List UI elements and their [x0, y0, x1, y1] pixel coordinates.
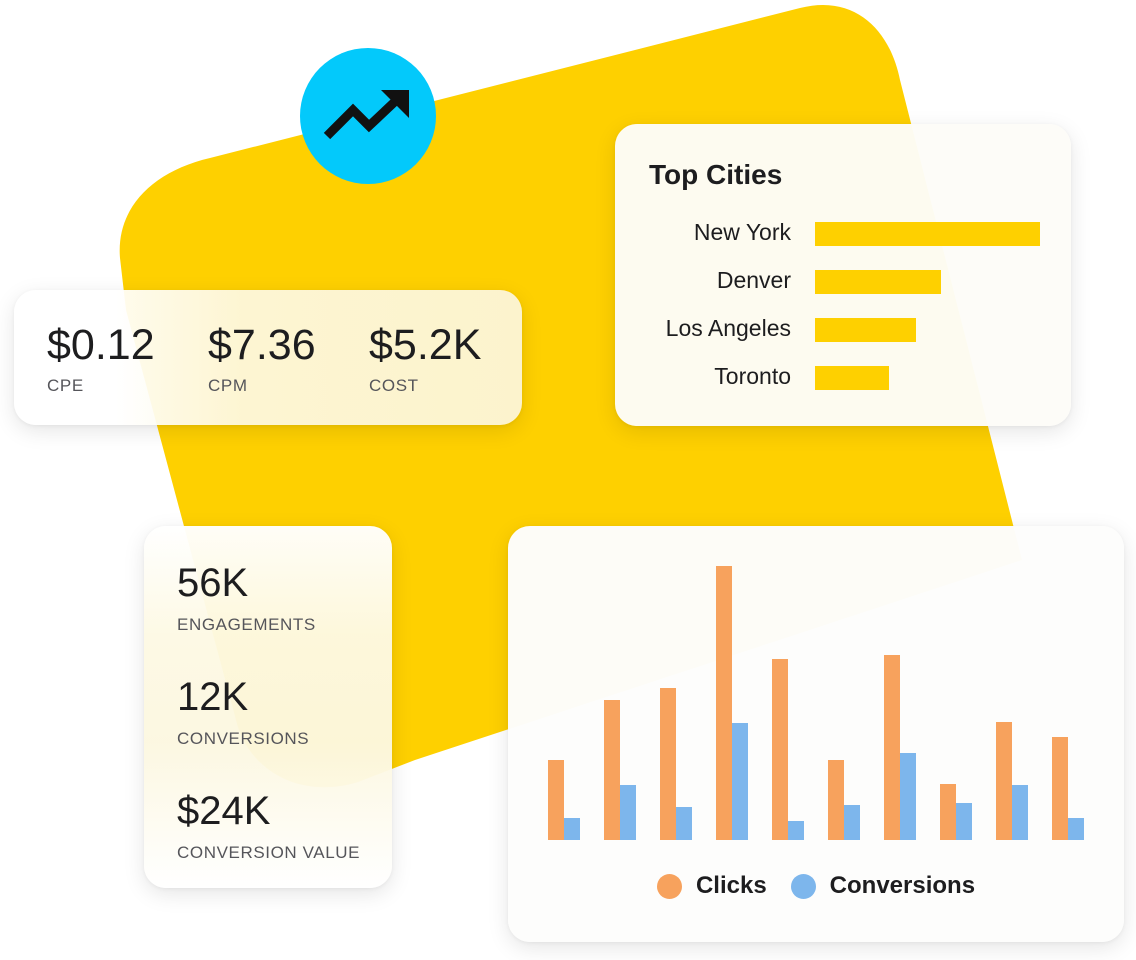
city-bar [815, 318, 916, 342]
stats-card: 56K ENGAGEMENTS 12K CONVERSIONS $24K CON… [144, 526, 392, 888]
trend-badge [300, 48, 436, 184]
top-cities-title: Top Cities [649, 159, 783, 190]
metric-value: $0.12 [47, 321, 155, 369]
city-name: New York [693, 219, 791, 245]
bar-clicks-9 [996, 722, 1012, 840]
metric-value: $7.36 [208, 321, 316, 369]
stat-engagements: 56K ENGAGEMENTS [177, 561, 316, 635]
city-row: New York [615, 219, 1071, 246]
city-bar [815, 222, 1040, 246]
bar-conversions-7 [900, 753, 916, 840]
bar-chart [548, 566, 1084, 840]
city-row: Los Angeles [615, 315, 1071, 342]
stat-label: ENGAGEMENTS [177, 615, 316, 634]
clicks-conversions-chart-card: Clicks Conversions [508, 526, 1124, 942]
stat-conversions: 12K CONVERSIONS [177, 675, 309, 749]
legend-label: Clicks [695, 872, 767, 899]
city-name: Denver [716, 267, 791, 293]
legend-item-conversions: Conversions [790, 872, 976, 900]
metric-cpe: $0.12 CPE [47, 320, 155, 396]
stat-label: CONVERSIONS [177, 729, 310, 748]
city-bar [815, 270, 941, 294]
stat-conversion-value: $24K CONVERSION VALUE [177, 789, 360, 863]
bar-clicks-10 [1052, 737, 1068, 840]
bar-clicks-5 [772, 659, 788, 840]
bar-conversions-5 [788, 821, 804, 840]
bar-clicks-1 [548, 760, 564, 840]
bar-clicks-3 [660, 688, 676, 840]
metric-label: COST [369, 376, 419, 395]
top-cities-card: Top Cities New York Denver Los Angeles T… [615, 124, 1071, 426]
bar-conversions-4 [732, 723, 748, 840]
stat-value: 56K [177, 561, 249, 605]
city-bar [815, 366, 889, 390]
bar-conversions-2 [620, 785, 636, 840]
bar-clicks-2 [604, 700, 620, 840]
bar-conversions-9 [1012, 785, 1028, 840]
metric-label: CPM [208, 376, 248, 395]
legend-swatch-conversions [790, 873, 816, 899]
city-row: Toronto [615, 363, 1071, 390]
city-row: Denver [615, 267, 1071, 294]
bar-clicks-7 [884, 655, 900, 840]
metric-cost: $5.2K COST [369, 320, 481, 396]
metric-cpm: $7.36 CPM [208, 320, 316, 396]
bar-conversions-6 [844, 805, 860, 840]
trending-up-icon [323, 90, 409, 140]
bar-clicks-4 [716, 566, 732, 840]
metrics-card: $0.12 CPE $7.36 CPM $5.2K COST [14, 290, 522, 425]
city-name: Toronto [714, 363, 791, 389]
legend-label: Conversions [829, 872, 976, 899]
metric-value: $5.2K [369, 321, 482, 369]
bar-conversions-3 [676, 807, 692, 840]
bar-conversions-8 [956, 803, 972, 840]
legend-item-clicks: Clicks [656, 872, 767, 900]
legend-swatch-clicks [656, 873, 682, 899]
bar-conversions-1 [564, 818, 580, 840]
stat-label: CONVERSION VALUE [177, 843, 361, 862]
metric-label: CPE [47, 376, 84, 395]
chart-legend: Clicks Conversions [508, 872, 1124, 900]
bar-clicks-6 [828, 760, 844, 840]
bar-clicks-8 [940, 784, 956, 840]
stat-value: 12K [177, 675, 249, 719]
stat-value: $24K [177, 789, 271, 833]
bar-conversions-10 [1068, 818, 1084, 840]
city-name: Los Angeles [665, 315, 791, 341]
